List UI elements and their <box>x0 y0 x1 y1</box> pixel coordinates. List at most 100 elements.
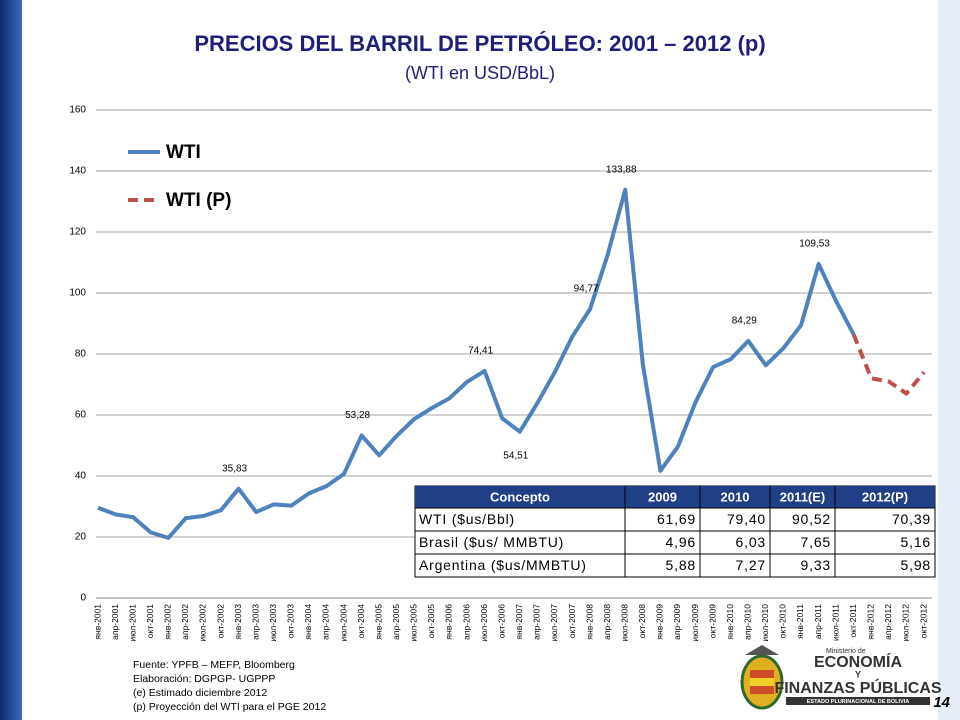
table-header: Concepto <box>490 489 550 504</box>
data-label: 54,51 <box>503 450 528 461</box>
data-label: 53,28 <box>345 410 370 421</box>
x-tick-label: янв-2011 <box>795 604 805 639</box>
table-cell: WTI ($us/Bbl) <box>419 511 515 527</box>
y-tick-label: 140 <box>69 166 86 177</box>
table-cell: 70,39 <box>892 511 931 527</box>
x-tick-label: апр-2010 <box>743 604 753 640</box>
x-tick-label: окт-2011 <box>848 604 858 638</box>
line-series <box>851 333 926 396</box>
table-cell: 79,40 <box>727 511 766 527</box>
logo-bar <box>786 697 930 705</box>
x-tick-label: июл-2007 <box>549 604 559 642</box>
y-tick-label: 120 <box>69 227 86 238</box>
x-tick-label: янв-2005 <box>373 604 383 640</box>
x-tick-label: июл-2010 <box>760 604 770 642</box>
logo-y: Y <box>855 669 861 679</box>
table-header: 2009 <box>648 489 677 504</box>
data-label: 133,88 <box>606 164 637 175</box>
line-series <box>97 187 856 540</box>
logo-line1: ECONOMÍA <box>814 652 902 671</box>
subtitle: (WTI en USD/BbL) <box>405 63 555 83</box>
y-tick-label: 100 <box>69 288 86 299</box>
y-tick-label: 20 <box>75 532 87 543</box>
data-label: 84,29 <box>732 316 757 327</box>
x-tick-label: окт-2009 <box>707 604 717 638</box>
table-cell: 7,65 <box>801 534 831 550</box>
x-tick-label: янв-2008 <box>584 604 594 640</box>
x-tick-label: янв-2004 <box>303 604 313 640</box>
side-band-right <box>938 0 960 720</box>
table-header: 2010 <box>721 489 750 504</box>
table-cell: 90,52 <box>792 511 831 527</box>
table-cell: Brasil ($us/ MMBTU) <box>419 534 564 550</box>
table-cell: 6,03 <box>736 534 766 550</box>
y-tick-label: 80 <box>75 349 87 360</box>
x-tick-label: янв-2002 <box>163 604 173 640</box>
footer: Fuente: YPFB – MEFP, Bloomberg Elaboració… <box>133 645 951 713</box>
table-cell: 61,69 <box>657 511 696 527</box>
x-tick-label: янв-2001 <box>92 604 102 640</box>
table-cell: 7,27 <box>736 557 766 573</box>
logo-sub: ESTADO PLURINACIONAL DE BOLIVIA <box>807 699 909 705</box>
x-tick-label: апр-2007 <box>532 604 542 640</box>
x-tick-label: апр-2003 <box>250 604 260 640</box>
x-tick-label: июл-2002 <box>198 604 208 642</box>
x-tick-label: апр-2009 <box>672 604 682 640</box>
data-label: 74,41 <box>468 346 493 357</box>
table-cell: 5,88 <box>666 557 696 573</box>
x-tick-label: апр-2002 <box>180 604 190 640</box>
y-tick-label: 0 <box>80 593 86 604</box>
legend-label: WTI (P) <box>166 190 231 211</box>
data-label: 94,77 <box>574 284 599 295</box>
data-label: 109,53 <box>799 239 830 250</box>
x-tick-label: янв-2012 <box>866 604 876 640</box>
x-tick-label: окт-2008 <box>637 604 647 638</box>
x-tick-label: июл-2001 <box>127 604 137 642</box>
x-tick-label: окт-2012 <box>918 604 928 638</box>
y-tick-label: 160 <box>69 105 86 116</box>
x-tick-label: апр-2011 <box>813 604 823 639</box>
x-tick-label: янв-2009 <box>655 604 665 640</box>
footnote: Elaboración: DGPGP- UGPPP <box>133 673 275 685</box>
footnote: Fuente: YPFB – MEFP, Bloomberg <box>133 659 295 671</box>
x-tick-label: окт-2005 <box>426 604 436 638</box>
x-tick-label: окт-2007 <box>567 604 577 638</box>
footnote: (p) Proyección del WTI para el PGE 2012 <box>133 701 326 713</box>
x-tick-label: апр-2008 <box>602 604 612 640</box>
x-tick-label: окт-2002 <box>215 604 225 638</box>
page-number: 14 <box>933 694 950 711</box>
table-header-bg <box>415 486 935 508</box>
x-tick-label: окт-2001 <box>145 604 155 638</box>
title: PRECIOS DEL BARRIL DE PETRÓLEO: 2001 – 2… <box>194 31 765 56</box>
table-cell: Argentina ($us/MMBTU) <box>419 557 587 573</box>
x-tick-label: янв-2010 <box>725 604 735 640</box>
x-tick-label: янв-2003 <box>233 604 243 640</box>
table: Concepto 2009 2010 2011(E) 2012(P) WTI ($us/B… <box>414 485 936 578</box>
legend-label: WTI <box>166 142 201 163</box>
x-tick-label: июл-2012 <box>901 604 911 642</box>
emblem <box>740 645 784 710</box>
x-tick-label: июл-2004 <box>338 604 348 642</box>
x-tick-label: июл-2008 <box>619 604 629 642</box>
logo-line2: FINANZAS PÚBLICAS <box>774 678 941 697</box>
x-tick-label: июл-2005 <box>409 604 419 642</box>
x-tick-label: окт-2010 <box>778 604 788 638</box>
logo-small: Ministerio de <box>826 648 866 655</box>
footnote: (e) Estimado diciembre 2012 <box>133 687 267 699</box>
x-tick-label: янв-2006 <box>444 604 454 640</box>
x-tick-label: янв-2007 <box>514 604 524 640</box>
y-tick-label: 40 <box>75 471 87 482</box>
table-cell: 5,16 <box>901 534 931 550</box>
side-band <box>0 0 22 720</box>
x-tick-label: апр-2005 <box>391 604 401 640</box>
x-tick-label: апр-2001 <box>110 604 120 640</box>
table-cell: 5,98 <box>901 557 931 573</box>
data-label: 35,83 <box>222 463 247 474</box>
x-tick-label: июл-2009 <box>690 604 700 642</box>
x-tick-label: окт-2003 <box>286 604 296 638</box>
table-header: 2012(P) <box>862 489 908 504</box>
x-tick-label: окт-2004 <box>356 604 366 638</box>
x-tick-label: апр-2004 <box>321 604 331 640</box>
